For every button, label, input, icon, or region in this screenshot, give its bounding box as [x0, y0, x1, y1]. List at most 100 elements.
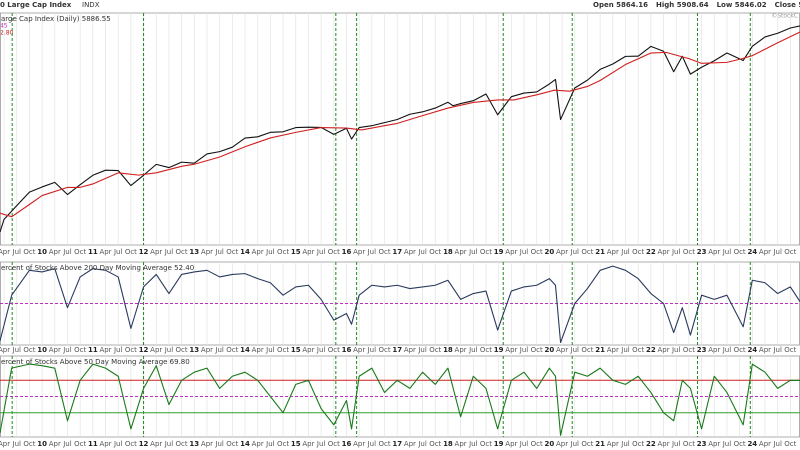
x-tick-label: Jul [12, 440, 22, 448]
series-line [0, 265, 800, 344]
x-tick-label: 14 [240, 440, 250, 448]
x-tick-label: Apr [404, 248, 416, 256]
quote-item: Open 5864.16 [593, 1, 648, 9]
x-tick-label: Jul [417, 346, 427, 354]
x-tick-label: Apr [556, 440, 568, 448]
x-tick-label: 21 [595, 248, 605, 256]
x-tick-label: Apr [455, 440, 467, 448]
x-tick-label: Oct [74, 346, 86, 354]
x-tick-label: Jul [367, 346, 377, 354]
legend-fragment: 2.80 [0, 30, 14, 37]
panel-title: arge Cap Index (Daily) 5886.55 [1, 15, 111, 23]
x-tick-label: Oct [480, 248, 492, 256]
x-tick-label: Jul [620, 346, 630, 354]
x-tick-label: Oct [74, 440, 86, 448]
x-tick-label: Oct [429, 248, 441, 256]
x-tick-label: Oct [125, 248, 137, 256]
x-tick-label: Jul [620, 248, 630, 256]
x-tick-label: Jul [367, 248, 377, 256]
x-tick-label: Oct [226, 440, 238, 448]
x-tick-label: Oct [23, 440, 35, 448]
x-tick-label: Apr [607, 440, 619, 448]
x-tick-label: Apr [302, 248, 314, 256]
x-tick-label: 17 [392, 440, 402, 448]
x-tick-label: 14 [240, 346, 250, 354]
x-tick-label: Oct [632, 440, 644, 448]
x-tick-label: Oct [125, 346, 137, 354]
x-tick-label: Jul [316, 346, 326, 354]
x-tick-label: 18 [443, 346, 453, 354]
x-tick-label: 10 [37, 440, 47, 448]
x-tick-label: Apr [607, 346, 619, 354]
x-tick-label: Oct [176, 440, 188, 448]
x-tick-label: Apr [0, 248, 10, 256]
x-tick-label: Apr [99, 248, 111, 256]
quote-item: High 5908.64 [656, 1, 709, 9]
panel-title: ercent of Stocks Above 200 Day Moving Av… [1, 264, 194, 272]
x-tick-label: Oct [328, 440, 340, 448]
x-tick-label: Apr [759, 346, 771, 354]
x-tick-label: 12 [139, 346, 149, 354]
x-tick-label: Apr [99, 346, 111, 354]
x-tick-label: 24 [747, 440, 757, 448]
x-tick-label: 18 [443, 248, 453, 256]
x-tick-label: Jul [164, 440, 174, 448]
x-tick-label: Jul [417, 248, 427, 256]
x-tick-label: Apr [201, 248, 213, 256]
x-tick-label: Jul [722, 440, 732, 448]
x-tick-label: 23 [697, 346, 707, 354]
x-tick-label: Jul [265, 440, 275, 448]
x-tick-label: Oct [23, 346, 35, 354]
x-tick-label: Jul [214, 440, 224, 448]
x-tick-label: Apr [302, 440, 314, 448]
x-tick-label: 23 [697, 248, 707, 256]
x-tick-label: Oct [683, 346, 695, 354]
x-tick-label: Jul [468, 346, 478, 354]
series-line [0, 31, 800, 218]
x-tick-label: Apr [505, 440, 517, 448]
x-tick-label: Apr [607, 248, 619, 256]
x-tick-label: Apr [252, 346, 264, 354]
x-tick-label: Jul [62, 440, 72, 448]
x-tick-label: 13 [189, 346, 199, 354]
x-tick-label: Jul [12, 248, 22, 256]
x-tick-label: Jul [214, 346, 224, 354]
x-tick-label: 22 [646, 346, 656, 354]
x-tick-label: Oct [176, 248, 188, 256]
x-tick-label: Jul [113, 346, 123, 354]
series-line [0, 363, 800, 436]
x-tick-label: 21 [595, 346, 605, 354]
x-tick-label: 16 [342, 248, 352, 256]
x-tick-label: Oct [429, 440, 441, 448]
x-tick-label: 17 [392, 346, 402, 354]
x-tick-label: Jul [671, 248, 681, 256]
x-tick-label: 17 [392, 248, 402, 256]
x-tick-label: Oct [734, 248, 746, 256]
x-tick-label: Oct [531, 248, 543, 256]
x-tick-label: Apr [455, 346, 467, 354]
x-tick-label: Jul [265, 248, 275, 256]
x-tick-label: Oct [734, 440, 746, 448]
x-tick-label: Oct [226, 248, 238, 256]
panel-title: ercent of Stocks Above 50 Day Moving Ave… [1, 358, 190, 366]
x-tick-label: Oct [328, 346, 340, 354]
x-tick-label: Apr [404, 440, 416, 448]
series-line [0, 25, 800, 233]
x-tick-label: Apr [150, 440, 162, 448]
x-tick-label: Oct [632, 248, 644, 256]
x-tick-label: Jul [468, 440, 478, 448]
x-tick-label: Apr [150, 248, 162, 256]
x-tick-label: 15 [291, 346, 301, 354]
x-tick-label: 23 [697, 440, 707, 448]
x-tick-label: Oct [531, 346, 543, 354]
x-tick-label: Oct [784, 346, 796, 354]
x-tick-label: 16 [342, 440, 352, 448]
x-tick-label: Apr [708, 248, 720, 256]
x-tick-label: Apr [657, 346, 669, 354]
x-tick-label: Jul [113, 248, 123, 256]
x-tick-label: Jul [671, 346, 681, 354]
x-tick-label: Jul [722, 248, 732, 256]
x-tick-label: Apr [556, 346, 568, 354]
